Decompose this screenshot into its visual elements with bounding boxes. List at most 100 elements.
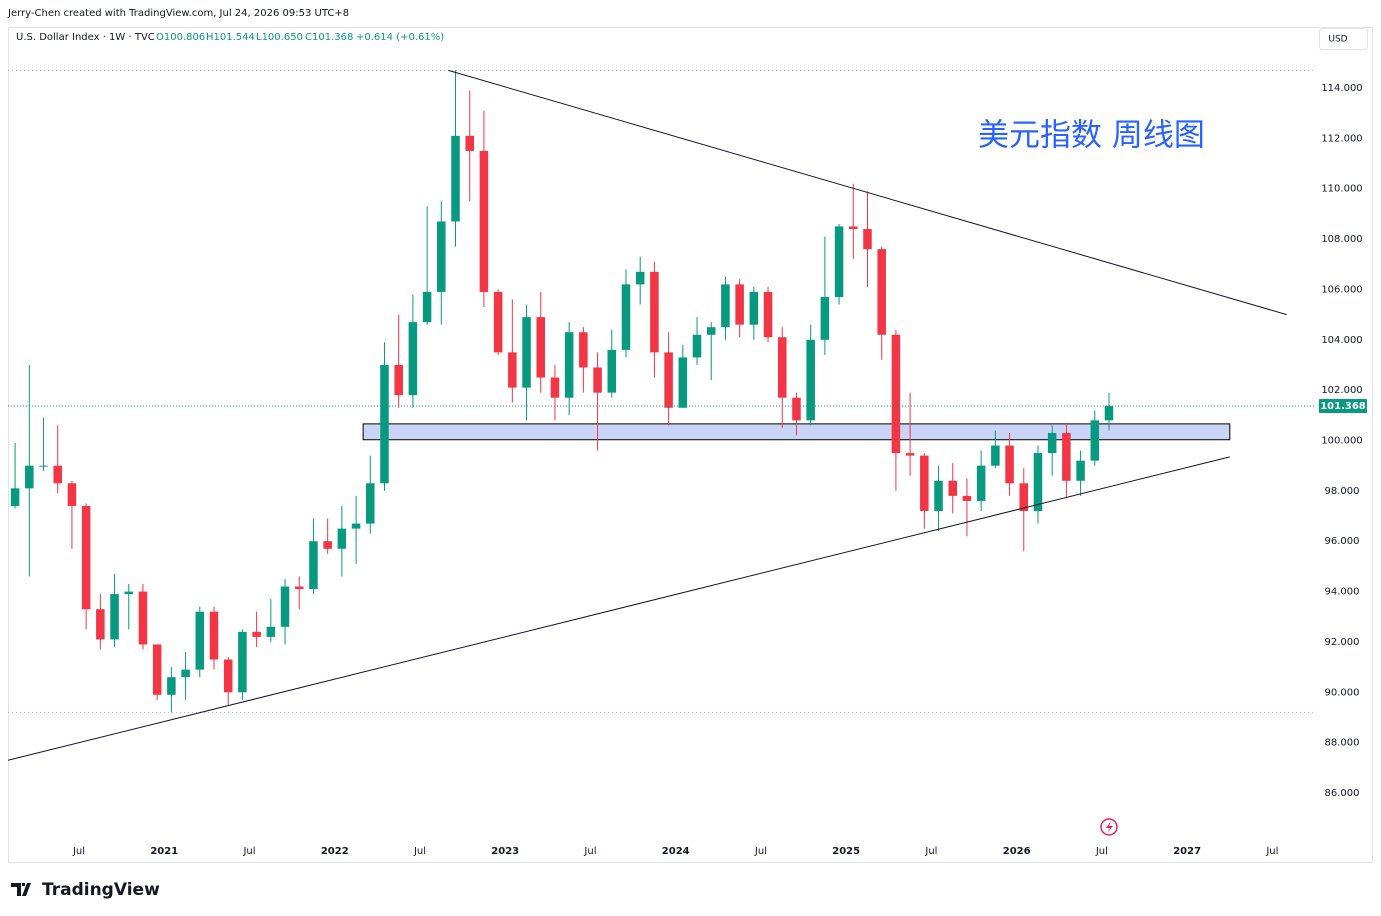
logo[interactable]: TradingView [11,880,160,900]
chart-frame [8,27,1373,863]
ohlc-close: C101.368 [305,32,353,43]
y-tick-label: 106.000 [1321,284,1362,295]
y-tick-label: 92.000 [1325,637,1360,648]
candle-body [53,465,62,484]
candle-body [692,334,702,358]
candle-body [152,644,162,695]
candle-body [593,367,602,393]
candle-body [635,271,645,285]
y-tick-label: 114.000 [1321,83,1362,94]
candle-body [536,317,546,378]
candle-body [863,228,872,250]
candle-body [96,609,105,640]
attribution: Jerry-Chen created with TradingView.com,… [7,8,349,19]
trendline [448,69,1287,316]
candle-body [1076,460,1085,481]
y-tick-label: 112.000 [1321,133,1362,144]
candle-body [309,541,318,590]
symbol-info: U.S. Dollar Index · 1W · TVC [16,32,155,43]
candle-body [280,586,290,627]
candle-body [920,455,929,511]
y-tick-label: 108.000 [1321,234,1362,245]
candle-body [1090,420,1100,461]
candle-body [451,135,460,222]
x-tick-label: Jul [1265,846,1278,857]
candle-body [1033,453,1043,511]
last-price-box [1319,399,1367,414]
candle-body [650,271,659,353]
candle-body [493,291,503,353]
candle-body [238,631,247,693]
candle-body [81,505,91,610]
candle-body [905,453,915,456]
candle-body [337,528,347,549]
candle-body [735,284,744,325]
candle-body [422,291,432,323]
annotation: 美元指数 周线图 [978,118,1205,154]
x-tick-label: Jul [72,846,85,857]
candle-body [209,611,219,660]
ohlc-change: +0.614 (+0.61%) [356,32,444,43]
x-tick-label: Jul [754,846,767,857]
candle-body [294,586,304,590]
candle-body [465,135,474,151]
candle-body [806,339,815,421]
candle-body [721,284,730,328]
lightning-icon[interactable] [1100,818,1118,836]
candle-body [934,480,943,511]
candle-body [976,465,986,501]
logo-mark [11,883,31,896]
candle-body [522,317,531,388]
candle-body [621,284,631,350]
candle-body [849,226,858,229]
candle-body [792,397,801,421]
last-price-label: 101.368 [1320,401,1366,412]
icon-circle [1100,818,1118,836]
candle-body [607,349,617,393]
y-tick-label: 102.000 [1321,385,1362,396]
candle-body [834,226,844,297]
logo-text: TradingView [42,880,160,900]
candle-body [564,332,574,398]
candle-body [181,669,190,678]
candle-body [777,337,787,398]
candle-body [1047,432,1057,454]
candle-body [110,594,119,640]
y-tick-label: 100.000 [1321,435,1362,446]
x-tick-label: 2023 [491,846,519,857]
y-tick-label: 104.000 [1321,335,1362,346]
candle-body [437,221,446,292]
candle-body [138,591,148,645]
candle-body [223,659,233,693]
candle-body [195,611,205,670]
candle-body [550,377,560,398]
x-tick-label: 2022 [321,846,349,857]
candle-body [1062,432,1071,481]
candle-body [394,364,403,396]
currency-label: USD [1328,35,1347,45]
candle-body [948,480,957,496]
currency-button[interactable] [1319,28,1368,50]
candle-body [67,483,77,506]
ohlc-high: H101.544 [206,32,255,43]
candle-body [366,483,375,524]
candle-body [479,150,489,292]
y-tick-label: 86.000 [1325,788,1360,799]
candle-body [124,591,134,595]
y-tick-label: 98.000 [1325,486,1360,497]
candle-body [891,334,901,454]
x-tick-label: 2024 [662,846,690,857]
y-tick-label: 90.000 [1325,687,1360,698]
candle-body [252,631,261,637]
candle-body [763,291,773,338]
candle-body [877,249,886,335]
trendline [7,456,1230,761]
candle-body [25,465,34,489]
x-tick-label: Jul [1095,846,1108,857]
candle-body [1104,406,1114,421]
candle-body [408,322,418,396]
x-tick-label: 2027 [1173,846,1201,857]
candle-body [991,445,1000,466]
ohlc-open: O100.806 [156,32,205,43]
